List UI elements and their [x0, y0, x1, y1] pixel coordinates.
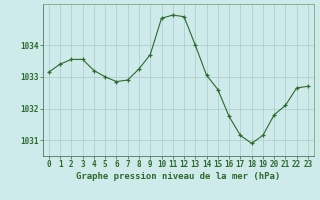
X-axis label: Graphe pression niveau de la mer (hPa): Graphe pression niveau de la mer (hPa)	[76, 172, 281, 181]
